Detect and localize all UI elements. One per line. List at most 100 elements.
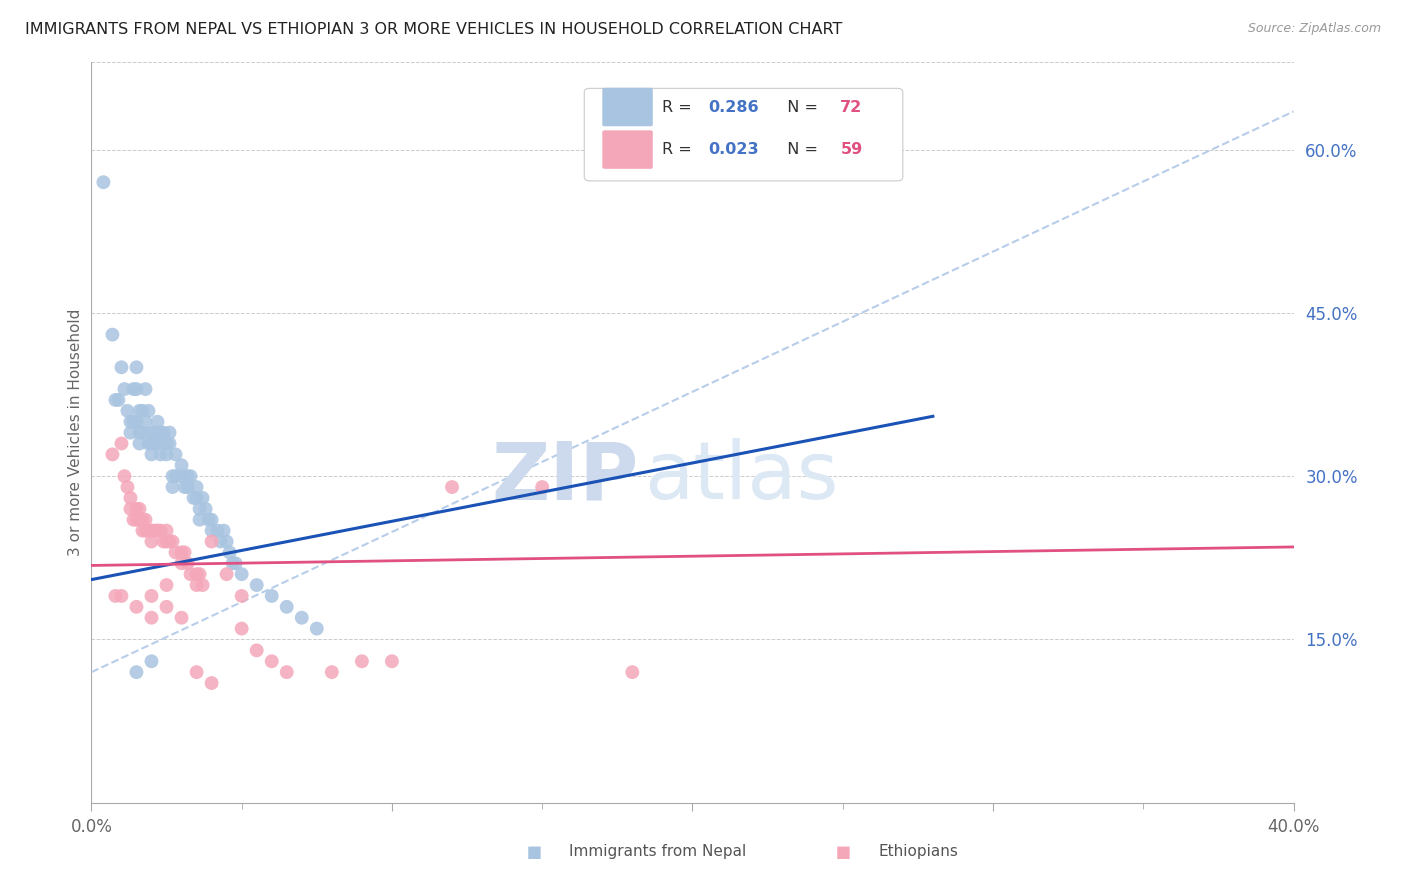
Point: [186, 480, 208, 494]
Point: [276, 599, 298, 614]
Point: [131, 513, 153, 527]
Point: [128, 513, 150, 527]
Point: [122, 415, 145, 429]
Point: [155, 524, 177, 538]
Text: ZIP: ZIP: [491, 438, 638, 516]
Point: [305, 622, 328, 636]
Point: [141, 524, 163, 538]
Point: [246, 643, 269, 657]
Point: [141, 447, 163, 461]
Point: [146, 524, 169, 538]
Point: [173, 545, 195, 559]
Point: [122, 513, 145, 527]
Point: [134, 524, 156, 538]
Point: [215, 534, 238, 549]
Point: [291, 611, 314, 625]
Point: [141, 611, 163, 625]
Point: [170, 458, 193, 473]
Point: [221, 556, 243, 570]
Y-axis label: 3 or more Vehicles in Household: 3 or more Vehicles in Household: [67, 309, 83, 557]
Point: [531, 480, 554, 494]
Point: [194, 501, 217, 516]
Point: [138, 436, 160, 450]
Point: [188, 501, 211, 516]
Point: [188, 567, 211, 582]
Point: [104, 392, 127, 407]
Point: [321, 665, 343, 680]
Point: [621, 665, 644, 680]
Point: [162, 469, 184, 483]
Point: [125, 599, 148, 614]
Point: [155, 436, 177, 450]
Point: [138, 524, 160, 538]
Point: [212, 524, 235, 538]
Point: [143, 436, 166, 450]
Text: 0.023: 0.023: [709, 142, 759, 157]
Point: [207, 524, 229, 538]
Point: [104, 589, 127, 603]
Point: [131, 404, 153, 418]
Text: N =: N =: [776, 100, 823, 114]
Point: [120, 425, 142, 440]
Point: [93, 175, 115, 189]
Point: [170, 469, 193, 483]
Point: [155, 599, 177, 614]
Point: [131, 524, 153, 538]
Point: [117, 404, 139, 418]
Point: [186, 567, 208, 582]
Point: [125, 415, 148, 429]
Point: [165, 469, 187, 483]
FancyBboxPatch shape: [602, 87, 652, 127]
Text: 72: 72: [841, 100, 862, 114]
Point: [134, 415, 156, 429]
Point: [225, 556, 247, 570]
Point: [231, 622, 253, 636]
Point: [134, 513, 156, 527]
Point: [114, 469, 136, 483]
Point: [110, 360, 132, 375]
Point: [110, 436, 132, 450]
Point: [165, 447, 187, 461]
Point: [128, 404, 150, 418]
Point: [134, 382, 156, 396]
Point: [201, 676, 224, 690]
Point: [143, 524, 166, 538]
Text: ▪: ▪: [835, 840, 852, 863]
Point: [188, 513, 211, 527]
Point: [101, 327, 124, 342]
Point: [176, 556, 198, 570]
Point: [152, 534, 174, 549]
Point: [276, 665, 298, 680]
Point: [155, 534, 177, 549]
Point: [170, 611, 193, 625]
Point: [231, 567, 253, 582]
Point: [350, 654, 373, 668]
Text: Immigrants from Nepal: Immigrants from Nepal: [569, 845, 747, 859]
Point: [141, 436, 163, 450]
Point: [246, 578, 269, 592]
Point: [176, 469, 198, 483]
Point: [201, 513, 224, 527]
Point: [381, 654, 404, 668]
Point: [149, 447, 172, 461]
FancyBboxPatch shape: [602, 130, 652, 169]
Text: 0.286: 0.286: [709, 100, 759, 114]
Point: [155, 578, 177, 592]
Point: [170, 545, 193, 559]
Point: [141, 654, 163, 668]
Text: R =: R =: [662, 142, 697, 157]
Point: [128, 425, 150, 440]
Point: [125, 501, 148, 516]
Point: [138, 404, 160, 418]
Point: [231, 589, 253, 603]
Point: [201, 524, 224, 538]
Point: [125, 665, 148, 680]
Point: [186, 665, 208, 680]
Point: [260, 654, 283, 668]
Point: [173, 480, 195, 494]
Point: [152, 425, 174, 440]
Text: Ethiopians: Ethiopians: [879, 845, 959, 859]
Point: [117, 480, 139, 494]
Point: [209, 534, 232, 549]
Point: [186, 491, 208, 505]
